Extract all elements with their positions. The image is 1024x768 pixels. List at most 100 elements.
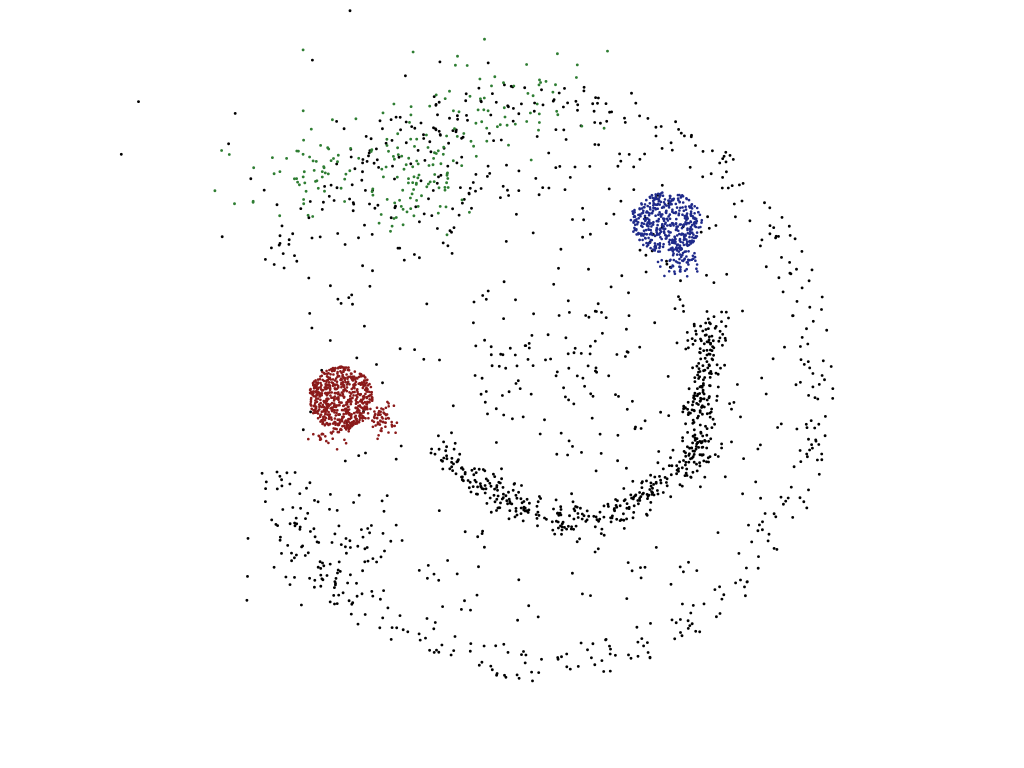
green-point (407, 181, 410, 185)
blue-point (647, 236, 650, 240)
black-point (295, 553, 298, 557)
black-point (335, 120, 338, 123)
black-point (616, 164, 620, 168)
black-point (609, 285, 613, 289)
black-point (696, 416, 699, 420)
red-point (333, 427, 337, 431)
black-point (615, 517, 619, 521)
green-point (393, 201, 397, 205)
black-point (551, 528, 555, 532)
black-point (308, 576, 311, 580)
blue-point (665, 209, 668, 213)
black-point (623, 121, 627, 124)
red-point (370, 398, 373, 402)
black-point (715, 399, 719, 402)
green-point (602, 126, 606, 130)
black-point (511, 119, 515, 123)
blue-point (675, 206, 679, 209)
red-point (314, 386, 318, 390)
red-point (335, 448, 339, 451)
green-point (385, 144, 389, 147)
black-point (559, 524, 562, 528)
green-point (529, 158, 533, 162)
black-point (675, 468, 679, 472)
black-point (701, 364, 705, 367)
red-point (322, 410, 325, 413)
blue-point (678, 232, 681, 236)
black-point (504, 240, 508, 243)
black-point (708, 415, 712, 419)
black-point (768, 224, 772, 228)
red-point (327, 441, 330, 445)
black-point (497, 364, 501, 368)
black-point (591, 642, 595, 646)
black-point (446, 164, 450, 168)
red-point (325, 372, 329, 376)
black-point (625, 502, 629, 505)
black-point (508, 346, 512, 350)
black-point (559, 505, 563, 509)
red-point (374, 424, 377, 427)
black-point (479, 187, 483, 190)
black-point (691, 366, 694, 370)
green-point (575, 76, 578, 79)
black-point (739, 578, 742, 582)
blue-point (663, 231, 666, 235)
red-point (347, 368, 351, 372)
black-point (582, 218, 585, 222)
black-point (593, 663, 597, 667)
blue-point (681, 213, 684, 216)
blue-point (633, 208, 636, 212)
blue-point (694, 259, 697, 263)
red-point (337, 398, 340, 402)
red-point (332, 405, 336, 409)
green-point (409, 137, 413, 141)
black-point (606, 502, 610, 506)
red-point (357, 420, 361, 424)
green-point (309, 127, 313, 131)
blue-point (640, 221, 644, 225)
black-point (499, 138, 503, 142)
black-point (391, 164, 394, 168)
black-point (375, 363, 378, 366)
black-point (701, 434, 705, 438)
green-point (395, 175, 399, 179)
black-point (293, 254, 296, 257)
red-point (321, 422, 324, 426)
black-point (568, 311, 571, 314)
black-point (663, 476, 667, 479)
black-point (494, 407, 498, 411)
blue-point (644, 237, 647, 240)
green-point (551, 90, 555, 94)
red-point (354, 416, 358, 420)
black-point (699, 485, 702, 489)
black-point (715, 363, 719, 367)
black-point (348, 539, 352, 543)
black-point (734, 215, 737, 219)
black-point (322, 200, 325, 204)
black-point (356, 622, 360, 626)
black-point (386, 606, 390, 610)
black-point (419, 179, 423, 183)
black-point (264, 258, 267, 261)
green-point (465, 64, 469, 67)
green-point (387, 149, 390, 153)
black-point (638, 157, 642, 161)
green-point (380, 167, 384, 171)
black-point (793, 237, 797, 241)
black-point (321, 561, 324, 565)
black-point (233, 112, 237, 115)
blue-point (695, 263, 699, 266)
green-point (537, 128, 540, 132)
blue-point (659, 227, 662, 230)
blue-point (657, 217, 661, 221)
red-point (387, 431, 390, 434)
black-point (599, 452, 603, 455)
green-point (306, 213, 310, 217)
black-point (586, 364, 590, 368)
blue-point (668, 259, 671, 263)
black-point (596, 302, 600, 306)
black-point (437, 447, 441, 451)
red-point (344, 412, 348, 415)
